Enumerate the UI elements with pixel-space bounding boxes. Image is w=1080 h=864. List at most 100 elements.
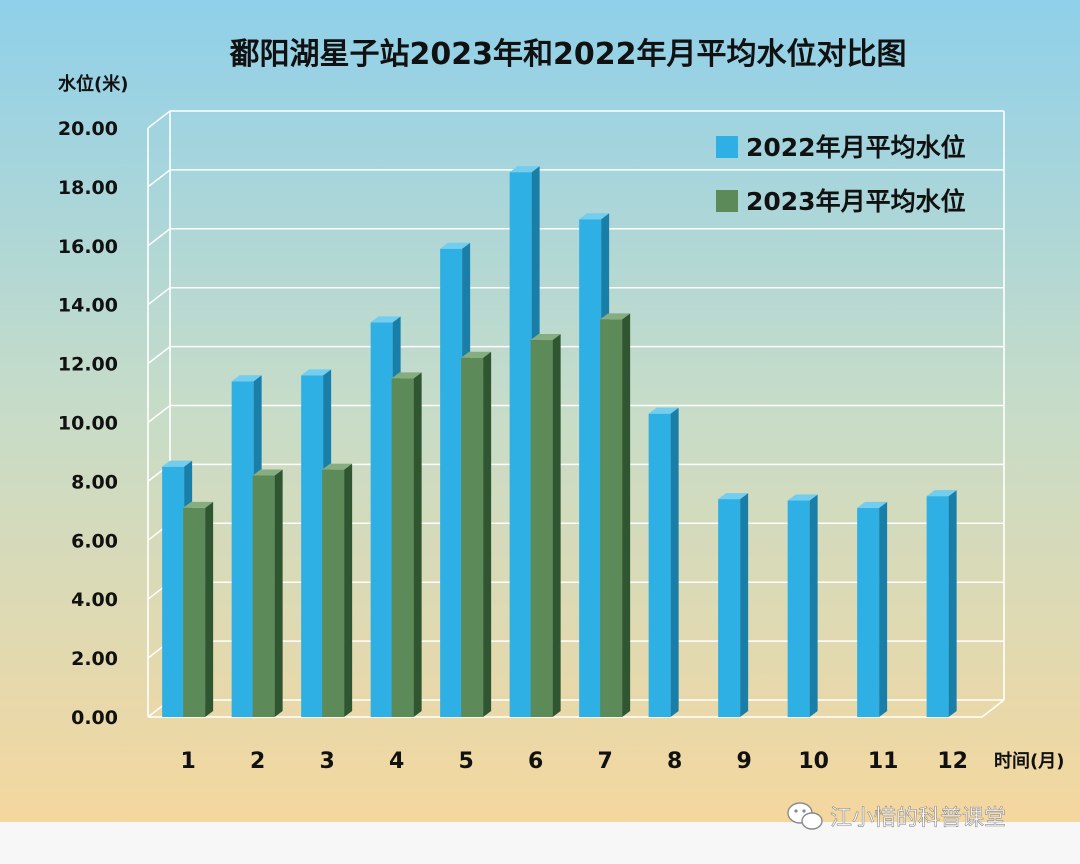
bar-front-face <box>648 413 671 717</box>
bar-top-face <box>183 501 214 508</box>
bar-top-face <box>718 493 749 500</box>
gridline <box>147 228 1004 247</box>
bar-side-face <box>274 469 283 717</box>
gridline <box>147 404 1004 424</box>
bar-top-face <box>440 242 471 249</box>
bar-top-face <box>162 460 193 467</box>
x-axis-label: 时间(月) <box>994 751 1064 772</box>
bar-side-face <box>552 334 561 717</box>
bar-side-face <box>948 490 957 717</box>
bar-front-face <box>301 375 324 717</box>
gridline <box>147 169 1004 188</box>
x-tick-label: 10 <box>798 749 829 774</box>
bar-2022-month-11 <box>857 501 888 717</box>
x-tick-label: 4 <box>389 749 404 774</box>
bar-top-face <box>926 490 957 497</box>
bar-front-face <box>600 319 623 717</box>
bar-front-face <box>252 475 275 717</box>
bar-top-face <box>301 369 332 376</box>
bar-front-face <box>530 340 553 717</box>
bar-layer <box>162 166 957 718</box>
bar-top-face <box>461 351 492 358</box>
bar-side-face <box>344 463 353 717</box>
y-tick-label: 16.00 <box>58 236 118 258</box>
bar-side-face <box>879 501 888 717</box>
x-tick-label: 8 <box>667 749 682 774</box>
bar-front-face <box>162 466 185 717</box>
y-tick-label: 20.00 <box>58 118 118 140</box>
gridline <box>147 345 1004 365</box>
bar-front-face <box>857 507 880 717</box>
bar-top-face <box>231 375 262 382</box>
bar-top-face <box>579 213 610 220</box>
x-tick-label: 6 <box>528 749 543 774</box>
bar-2023-month-1 <box>183 501 214 717</box>
y-tick-labels: 0.00 2.00 4.00 6.00 8.00 10.00 12.00 14.00 16.00… <box>58 118 118 729</box>
bar-side-face <box>622 313 631 717</box>
gridline <box>147 286 1004 306</box>
bar-2022-month-10 <box>787 494 818 717</box>
bar-front-face <box>370 322 393 717</box>
bar-front-face <box>926 496 949 717</box>
wechat-icon <box>787 802 823 830</box>
bar-top-face <box>857 501 888 508</box>
bar-front-face <box>787 500 810 717</box>
bar-2023-month-2 <box>252 469 283 717</box>
legend-swatch-2023 <box>716 190 738 212</box>
bar-2022-month-9 <box>718 493 749 717</box>
bar-top-face <box>530 334 561 341</box>
watermark: 江小惜的科普课堂 <box>787 802 1006 831</box>
bar-2023-month-7 <box>600 313 631 717</box>
y-tick-label: 10.00 <box>58 413 118 435</box>
bar-front-face <box>322 469 345 717</box>
bar-side-face <box>483 351 492 717</box>
x-tick-label: 9 <box>736 749 751 774</box>
bar-top-face <box>370 316 401 323</box>
bar-2022-month-12 <box>926 490 957 717</box>
bar-top-face <box>252 469 283 476</box>
bar-top-face <box>787 494 818 501</box>
footer-strip <box>0 822 1080 864</box>
legend-swatch-2022 <box>716 136 738 158</box>
bar-top-face <box>509 166 540 173</box>
bar-front-face <box>391 378 414 717</box>
bar-front-face <box>440 248 463 717</box>
y-tick-label: 0.00 <box>71 707 118 729</box>
y-tick-label: 6.00 <box>71 530 118 552</box>
y-tick-label: 8.00 <box>71 471 118 493</box>
x-tick-label: 2 <box>250 749 265 774</box>
bar-front-face <box>579 219 602 718</box>
legend-label-2022: 2022年月平均水位 <box>746 133 966 162</box>
bar-front-face <box>231 381 254 717</box>
x-tick-label: 1 <box>180 749 195 774</box>
watermark-text: 江小惜的科普课堂 <box>830 806 1006 831</box>
x-tick-label: 5 <box>458 749 473 774</box>
bar-2023-month-5 <box>461 351 492 717</box>
bar-top-face <box>600 313 631 320</box>
bar-top-face <box>322 463 353 470</box>
legend: 2022年月平均水位 2023年月平均水位 <box>716 133 966 216</box>
bar-side-face <box>670 407 679 717</box>
bar-2022-month-8 <box>648 407 679 717</box>
y-tick-label: 4.00 <box>71 589 118 611</box>
y-axis-label: 水位(米) <box>58 73 128 95</box>
x-tick-label: 3 <box>319 749 334 774</box>
bar-front-face <box>183 507 206 717</box>
x-tick-label: 11 <box>868 749 899 774</box>
floor-edge <box>148 699 1005 718</box>
chart-title: 鄱阳湖星子站2023年和2022年月平均水位对比图 <box>229 37 907 72</box>
bar-front-face <box>509 172 532 718</box>
bar-side-face <box>205 501 214 717</box>
bar-side-face <box>809 494 818 717</box>
bar-side-face <box>740 493 749 717</box>
bar-top-face <box>648 407 679 414</box>
y-tick-label: 18.00 <box>58 177 118 199</box>
y-tick-label: 14.00 <box>58 295 118 317</box>
bar-2023-month-4 <box>391 372 422 717</box>
bar-2023-month-3 <box>322 463 353 717</box>
legend-label-2023: 2023年月平均水位 <box>746 187 966 216</box>
y-tick-label: 2.00 <box>71 648 118 670</box>
bar-side-face <box>413 372 422 717</box>
